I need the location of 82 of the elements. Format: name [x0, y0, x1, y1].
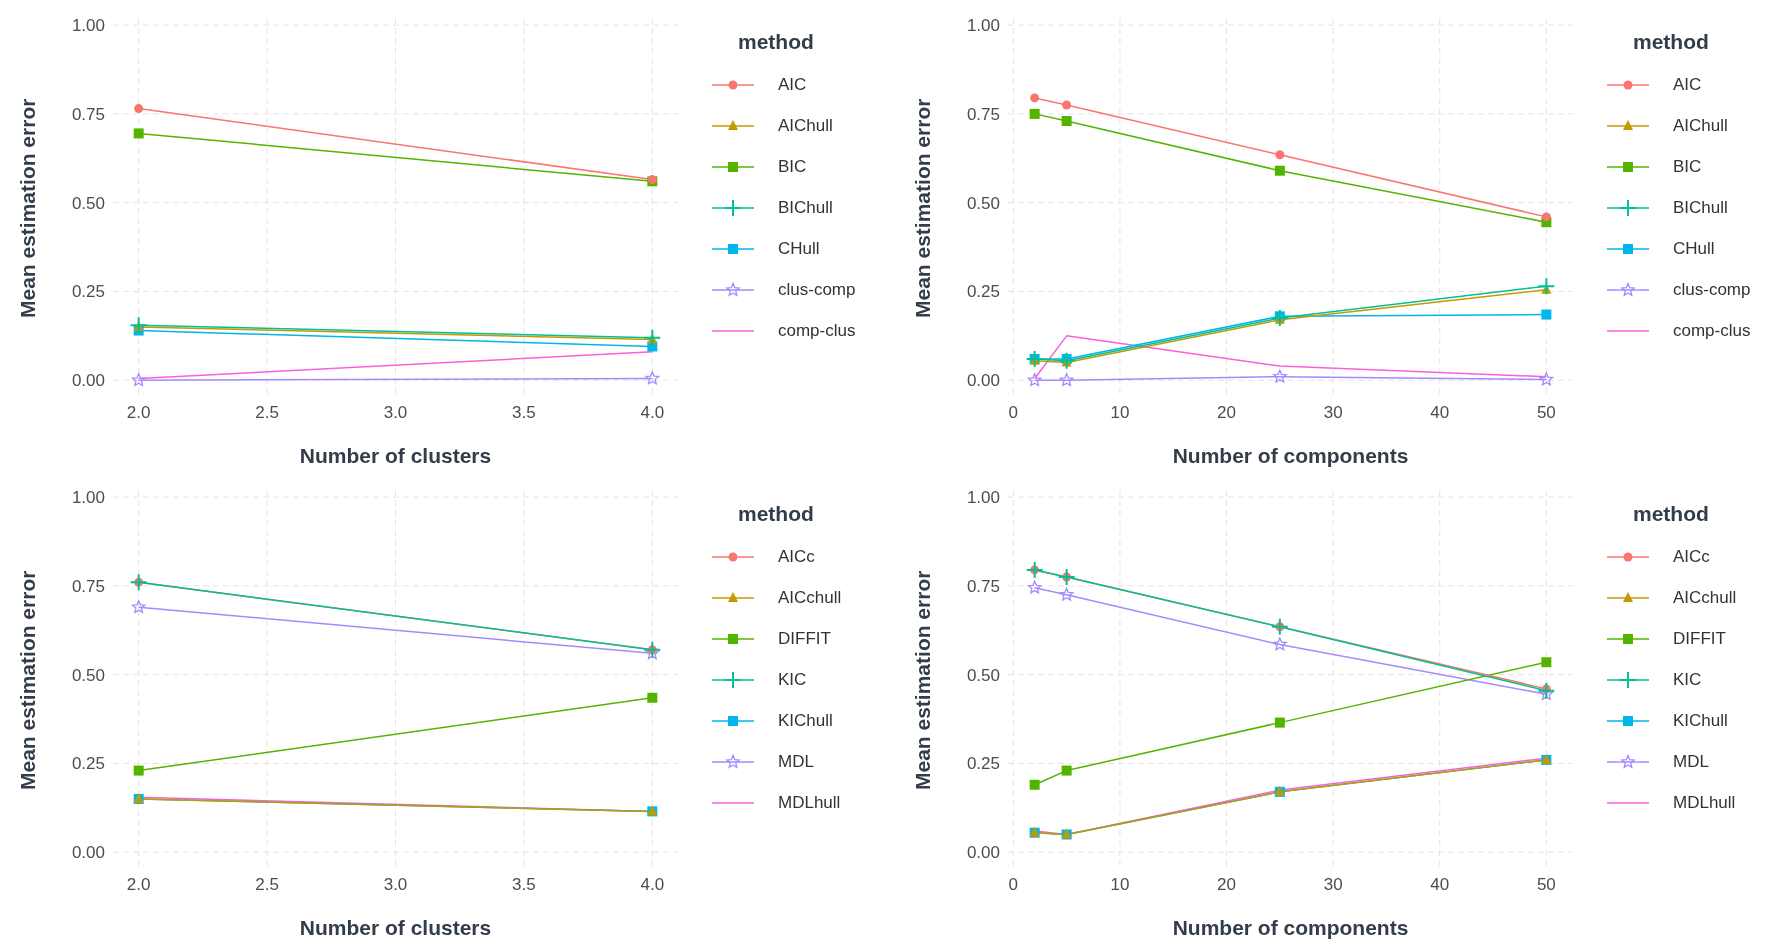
x-tick-label: 10 — [1110, 403, 1130, 423]
legend-label: AIC — [778, 74, 807, 95]
legend-label: MDL — [778, 751, 814, 772]
y-tick-label: 0.25 — [71, 282, 105, 302]
y-tick-label: 0.50 — [71, 665, 105, 685]
y-tick-label: 0.25 — [71, 754, 105, 774]
legend-label: CHull — [1673, 238, 1715, 259]
x-tick-label: 3.0 — [383, 403, 408, 423]
y-tick-label: 0.75 — [71, 104, 105, 124]
legend-label: KIC — [778, 669, 807, 690]
legend-label: AIC — [1673, 74, 1702, 95]
x-tick-label: 20 — [1217, 875, 1236, 895]
y-axis-title: Mean estimation error — [16, 98, 40, 318]
x-tick-label: 20 — [1217, 403, 1236, 423]
legend-label: clus-comp — [1673, 279, 1751, 300]
x-tick-label: 4.0 — [640, 875, 665, 895]
legend-label: KIC — [1673, 669, 1702, 690]
legend-title: method — [1633, 502, 1710, 526]
y-tick-label: 1.00 — [966, 16, 1000, 36]
y-tick-label: 0.75 — [966, 104, 1000, 124]
y-tick-label: 0.00 — [71, 371, 105, 391]
legend-label: AICc — [1673, 546, 1710, 567]
legend-label: MDLhull — [778, 792, 841, 813]
legend-label: BIChull — [1673, 197, 1728, 218]
legend-label: AICchull — [778, 587, 842, 608]
legend-label: AICc — [778, 546, 815, 567]
x-axis-title: Number of clusters — [299, 444, 492, 467]
legend-label: KIChull — [778, 710, 833, 731]
x-tick-label: 0 — [1008, 403, 1019, 423]
legend-label: comp-clus — [1673, 320, 1751, 341]
y-tick-label: 0.75 — [966, 576, 1000, 596]
x-tick-label: 3.5 — [512, 875, 536, 895]
legend-title: method — [738, 502, 815, 526]
x-tick-label: 2.0 — [126, 403, 151, 423]
legend-label: KIChull — [1673, 710, 1728, 731]
legend-label: CHull — [778, 238, 820, 259]
y-tick-label: 0.25 — [966, 754, 1000, 774]
legend-title: method — [738, 30, 815, 54]
x-tick-label: 40 — [1430, 875, 1450, 895]
y-tick-label: 1.00 — [71, 16, 105, 36]
y-tick-label: 0.75 — [71, 576, 105, 596]
y-axis-title: Mean estimation error — [911, 570, 935, 790]
y-tick-label: 0.50 — [966, 665, 1000, 685]
legend-title: method — [1633, 30, 1710, 54]
legend-label: MDLhull — [1673, 792, 1736, 813]
legend-label: BIChull — [778, 197, 833, 218]
y-axis-title: Mean estimation error — [911, 98, 935, 318]
y-tick-label: 0.25 — [966, 282, 1000, 302]
legend-label: DIFFIT — [1673, 628, 1726, 649]
legend-label: DIFFIT — [778, 628, 831, 649]
legend-label: AICchull — [1673, 587, 1737, 608]
x-tick-label: 30 — [1323, 403, 1343, 423]
x-tick-label: 3.5 — [512, 403, 536, 423]
x-tick-label: 3.0 — [383, 875, 408, 895]
x-tick-label: 4.0 — [640, 403, 665, 423]
x-tick-label: 50 — [1536, 875, 1556, 895]
legend-label: BIC — [778, 156, 807, 177]
legend-label: AIChull — [778, 115, 833, 136]
y-tick-label: 0.00 — [71, 843, 105, 863]
y-axis-title: Mean estimation error — [16, 570, 40, 790]
legend-label: BIC — [1673, 156, 1702, 177]
x-tick-label: 50 — [1536, 403, 1556, 423]
y-tick-label: 0.50 — [966, 193, 1000, 213]
x-tick-label: 30 — [1323, 875, 1343, 895]
y-tick-label: 1.00 — [966, 488, 1000, 508]
legend-label: MDL — [1673, 751, 1709, 772]
x-tick-label: 10 — [1110, 875, 1130, 895]
x-axis-title: Number of components — [1172, 444, 1409, 467]
y-tick-label: 0.00 — [966, 371, 1000, 391]
x-tick-label: 0 — [1008, 875, 1019, 895]
y-tick-label: 0.50 — [71, 193, 105, 213]
y-tick-label: 1.00 — [71, 488, 105, 508]
x-tick-label: 40 — [1430, 403, 1450, 423]
y-tick-label: 0.00 — [966, 843, 1000, 863]
x-tick-label: 2.5 — [255, 875, 279, 895]
x-tick-label: 2.5 — [255, 403, 279, 423]
legend-label: comp-clus — [778, 320, 856, 341]
x-tick-label: 2.0 — [126, 875, 151, 895]
legend-label: clus-comp — [778, 279, 856, 300]
x-axis-title: Number of components — [1172, 916, 1409, 939]
legend-label: AIChull — [1673, 115, 1728, 136]
x-axis-title: Number of clusters — [299, 916, 492, 939]
